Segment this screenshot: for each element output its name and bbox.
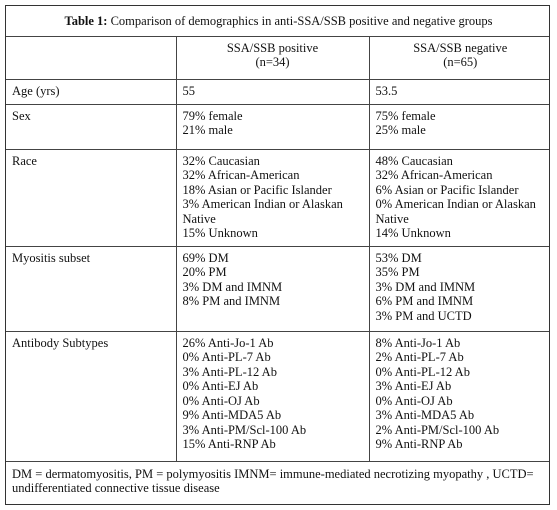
cell-line: 8% PM and IMNM [182, 294, 281, 308]
cell-line: 48% Caucasian [375, 153, 453, 168]
row-label: Antibody Subtypes [6, 330, 177, 462]
cell-line: 3% DM and IMNM [182, 279, 283, 294]
positive-cell: 79% female 21% male [175, 103, 370, 150]
table-container: Table 1: Comparison of demographics in a… [5, 5, 550, 505]
cell-line: 32% Caucasian [182, 153, 260, 168]
cell-line: 3% Anti-PL-12 Ab [182, 364, 277, 379]
positive-cell: 26% Anti-Jo-1 Ab 0% Anti-PL-7 Ab 3% Anti-P… [175, 330, 370, 462]
cell-line: 14% Unknown [375, 226, 451, 240]
table-row: Antibody Subtypes 26% Anti-Jo-1 Ab 0% Anti… [6, 330, 549, 462]
table-row: Race 32% Caucasian 32% African-American 18%… [6, 148, 549, 247]
cell-line: 55 [182, 83, 196, 98]
footnote-row: DM = dermatomyositis, PM = polymyositis … [6, 460, 549, 504]
cell-line: 8% Anti-Jo-1 Ab [375, 335, 461, 350]
cell-line: 0% Anti-PL-7 Ab [182, 350, 271, 364]
cell-line: 0% Anti-PL-12 Ab [375, 364, 470, 379]
cell-line: 0% American Indian or Alaskan Native [375, 197, 536, 226]
cell-line: 15% Anti-RNP Ab [182, 437, 276, 451]
demographics-table: Table 1: Comparison of demographics in a… [6, 6, 549, 504]
table-row: Sex 79% female 21% male 75% female 25% male [6, 103, 549, 150]
header-line: SSA/SSB positive [226, 40, 319, 55]
cell-line: 69% DM [182, 250, 229, 265]
row-label: Sex [6, 103, 177, 150]
row-label: Myositis subset [6, 245, 177, 332]
positive-cell: 32% Caucasian 32% African-American 18% Asi… [175, 148, 370, 247]
title-cell: Table 1: Comparison of demographics in a… [6, 6, 549, 37]
cell-line: 53.5 [375, 83, 398, 98]
cell-line: 3% Anti-EJ Ab [375, 379, 452, 393]
row-label: Race [6, 148, 177, 247]
header-cell: SSA/SSB negative (n=65) [368, 35, 549, 80]
cell-line: 53% DM [375, 250, 422, 265]
cell-line: 3% DM and IMNM [375, 279, 476, 294]
cell-line: 15% Unknown [182, 226, 258, 240]
header-line: (n=65) [443, 55, 478, 69]
cell-line: 0% Anti-OJ Ab [375, 393, 453, 408]
cell-line: 18% Asian or Pacific Islander [182, 182, 332, 197]
cell-line: 20% PM [182, 265, 227, 279]
positive-cell: 69% DM 20% PM 3% DM and IMNM 8% PM and IMNM [175, 245, 370, 332]
header-cell [6, 35, 177, 80]
title-text: Comparison of demographics in anti-SSA/S… [110, 14, 493, 28]
cell-line: 32% African-American [375, 168, 493, 182]
cell-line: 25% male [375, 123, 426, 137]
row-label: Age (yrs) [6, 78, 177, 105]
cell-line: 2% Anti-PM/Scl-100 Ab [375, 422, 500, 437]
negative-cell: 53.5 [368, 78, 549, 105]
cell-line: 3% PM and UCTD [375, 308, 472, 323]
cell-line: 3% Anti-PM/Scl-100 Ab [182, 422, 307, 437]
cell-line: 6% PM and IMNM [375, 294, 474, 308]
cell-line: 0% Anti-EJ Ab [182, 379, 259, 393]
header-line: (n=34) [255, 55, 290, 69]
negative-cell: 75% female 25% male [368, 103, 549, 150]
table-row: Myositis subset 69% DM 20% PM 3% DM and IMN… [6, 245, 549, 332]
cell-line: 0% Anti-OJ Ab [182, 393, 260, 408]
table-row: Age (yrs) 55 53.5 [6, 78, 549, 105]
cell-line: 26% Anti-Jo-1 Ab [182, 335, 274, 350]
cell-line: 2% Anti-PL-7 Ab [375, 350, 464, 364]
header-cell: SSA/SSB positive (n=34) [175, 35, 370, 80]
header-row: SSA/SSB positive (n=34) SSA/SSB negative (n… [6, 35, 549, 80]
cell-line: 3% Anti-MDA5 Ab [375, 408, 475, 422]
positive-cell: 55 [175, 78, 370, 105]
title-label: Table 1: [64, 14, 108, 28]
cell-line: 9% Anti-RNP Ab [375, 437, 463, 451]
negative-cell: 8% Anti-Jo-1 Ab 2% Anti-PL-7 Ab 0% Anti-PL… [368, 330, 549, 462]
negative-cell: 53% DM 35% PM 3% DM and IMNM 6% PM and IMNM… [368, 245, 549, 332]
cell-line: 35% PM [375, 265, 420, 279]
cell-line: 6% Asian or Pacific Islander [375, 182, 519, 197]
cell-line: 79% female [182, 108, 243, 123]
cell-line: 3% American Indian or Alaskan Native [182, 197, 343, 226]
cell-line: 9% Anti-MDA5 Ab [182, 408, 282, 422]
cell-line: 32% African-American [182, 168, 300, 182]
negative-cell: 48% Caucasian 32% African-American 6% Asia… [368, 148, 549, 247]
cell-line: 21% male [182, 123, 233, 137]
header-line: SSA/SSB negative [413, 40, 508, 55]
cell-line: 75% female [375, 108, 436, 123]
footnote: DM = dermatomyositis, PM = polymyositis … [6, 460, 549, 504]
